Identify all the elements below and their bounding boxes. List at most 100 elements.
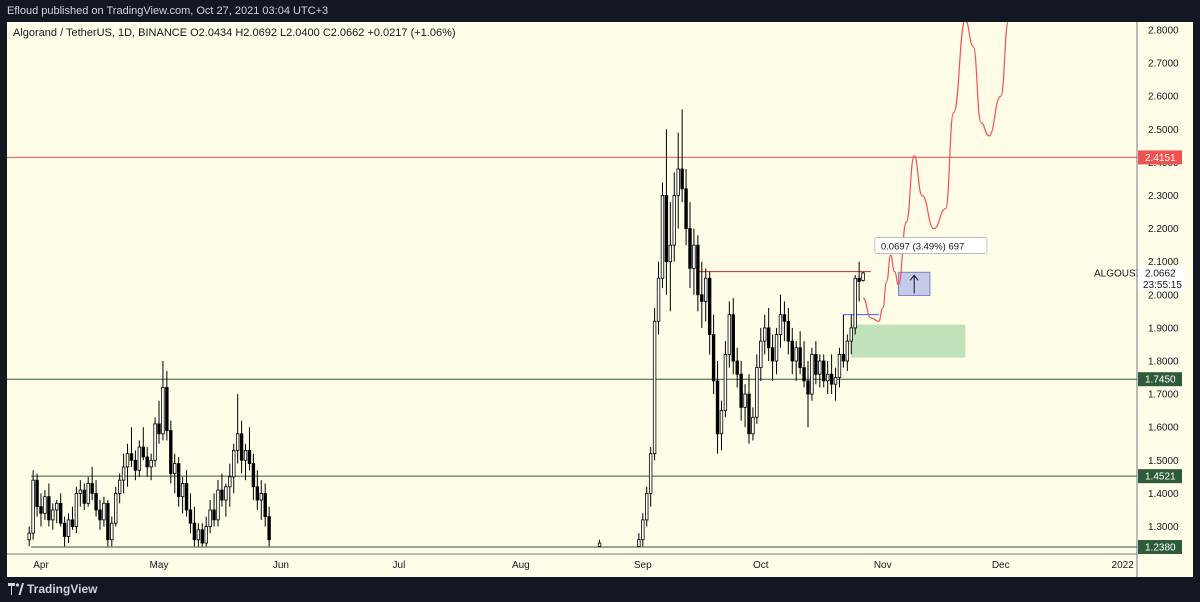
candle[interactable]	[648, 447, 653, 507]
candle[interactable]	[121, 453, 126, 494]
candle[interactable]	[763, 314, 767, 355]
candle[interactable]	[47, 483, 51, 527]
chart-frame[interactable]: 0.0697 (3.49%) 697 ALGOUSDT 2.8000 2.7000 2…	[7, 22, 1193, 577]
candle[interactable]	[755, 354, 759, 424]
candle[interactable]	[822, 354, 826, 388]
candle[interactable]	[200, 523, 204, 547]
candle[interactable]	[125, 443, 130, 487]
candle[interactable]	[180, 476, 185, 514]
candle[interactable]	[861, 271, 865, 282]
candle[interactable]	[82, 483, 86, 510]
candle[interactable]	[656, 261, 661, 335]
candle[interactable]	[778, 294, 783, 348]
candle[interactable]	[133, 450, 138, 481]
candle[interactable]	[173, 453, 177, 494]
candle[interactable]	[176, 456, 181, 507]
candle[interactable]	[849, 314, 853, 355]
candle[interactable]	[774, 327, 779, 375]
candle[interactable]	[43, 490, 47, 520]
candle[interactable]	[814, 341, 818, 385]
candle[interactable]	[165, 370, 169, 441]
candle[interactable]	[263, 483, 267, 527]
candle[interactable]	[90, 466, 94, 501]
candle[interactable]	[66, 513, 71, 544]
candle[interactable]	[255, 470, 260, 510]
candle[interactable]	[672, 172, 676, 262]
candle[interactable]	[719, 400, 724, 451]
candle[interactable]	[837, 347, 842, 388]
candle[interactable]	[845, 334, 850, 371]
candle[interactable]	[70, 506, 75, 530]
candle[interactable]	[833, 367, 838, 401]
candle[interactable]	[680, 109, 684, 203]
candle[interactable]	[739, 361, 743, 421]
candle[interactable]	[759, 327, 763, 381]
candle[interactable]	[232, 443, 236, 494]
candle[interactable]	[161, 361, 165, 441]
candle[interactable]	[31, 470, 35, 540]
candle[interactable]	[141, 427, 145, 461]
candle[interactable]	[664, 129, 669, 295]
candle[interactable]	[62, 516, 67, 547]
candle[interactable]	[696, 235, 700, 312]
candle[interactable]	[707, 271, 712, 355]
candle[interactable]	[684, 169, 688, 246]
candle[interactable]	[676, 132, 680, 229]
projection-path[interactable]	[862, 22, 1009, 322]
price-axis[interactable]: 2.80002.70002.60002.50002.40002.30002.20…	[1138, 26, 1186, 555]
candle[interactable]	[102, 496, 106, 527]
candle[interactable]	[247, 427, 252, 471]
candle[interactable]	[782, 301, 787, 342]
candle[interactable]	[204, 516, 208, 547]
candle[interactable]	[641, 513, 645, 547]
candle[interactable]	[857, 261, 861, 302]
candle[interactable]	[153, 417, 157, 467]
candle[interactable]	[78, 480, 83, 507]
candle[interactable]	[110, 516, 114, 547]
candle[interactable]	[228, 463, 232, 507]
candle[interactable]	[597, 539, 602, 547]
candle[interactable]	[652, 308, 657, 461]
candle[interactable]	[688, 202, 692, 289]
candle[interactable]	[660, 182, 665, 289]
candle[interactable]	[743, 384, 747, 428]
candle[interactable]	[825, 361, 830, 395]
candle[interactable]	[169, 420, 173, 484]
candle[interactable]	[157, 400, 161, 444]
candle[interactable]	[145, 447, 149, 477]
candle[interactable]	[149, 453, 153, 481]
candle[interactable]	[735, 347, 739, 388]
candle[interactable]	[114, 486, 118, 527]
candle[interactable]	[723, 341, 728, 418]
candle[interactable]	[853, 274, 857, 335]
demand-zone[interactable]	[851, 324, 966, 358]
candle[interactable]	[74, 486, 79, 534]
candle[interactable]	[802, 341, 806, 388]
candle[interactable]	[711, 314, 716, 395]
candle[interactable]	[39, 493, 43, 527]
candle[interactable]	[637, 533, 641, 547]
candle[interactable]	[58, 493, 63, 527]
candle[interactable]	[184, 470, 189, 517]
time-axis[interactable]: Apr May Jun Jul Aug Sep Oct Nov Dec 2022	[33, 560, 1134, 571]
candle[interactable]	[188, 493, 193, 534]
candle[interactable]	[818, 354, 822, 388]
candle[interactable]	[239, 420, 244, 474]
candle[interactable]	[208, 500, 212, 534]
candle[interactable]	[766, 308, 771, 361]
candle[interactable]	[106, 500, 110, 547]
candle[interactable]	[117, 473, 122, 504]
candle[interactable]	[35, 473, 39, 517]
candle[interactable]	[715, 361, 720, 454]
candle[interactable]	[137, 440, 142, 477]
candle[interactable]	[51, 503, 55, 530]
candle[interactable]	[798, 331, 802, 375]
candle[interactable]	[235, 394, 240, 464]
candle[interactable]	[668, 202, 673, 312]
candle[interactable]	[751, 407, 755, 441]
candle[interactable]	[251, 453, 256, 501]
candle[interactable]	[810, 347, 814, 401]
candle[interactable]	[731, 298, 735, 375]
candle[interactable]	[216, 480, 220, 527]
candle[interactable]	[747, 374, 751, 444]
